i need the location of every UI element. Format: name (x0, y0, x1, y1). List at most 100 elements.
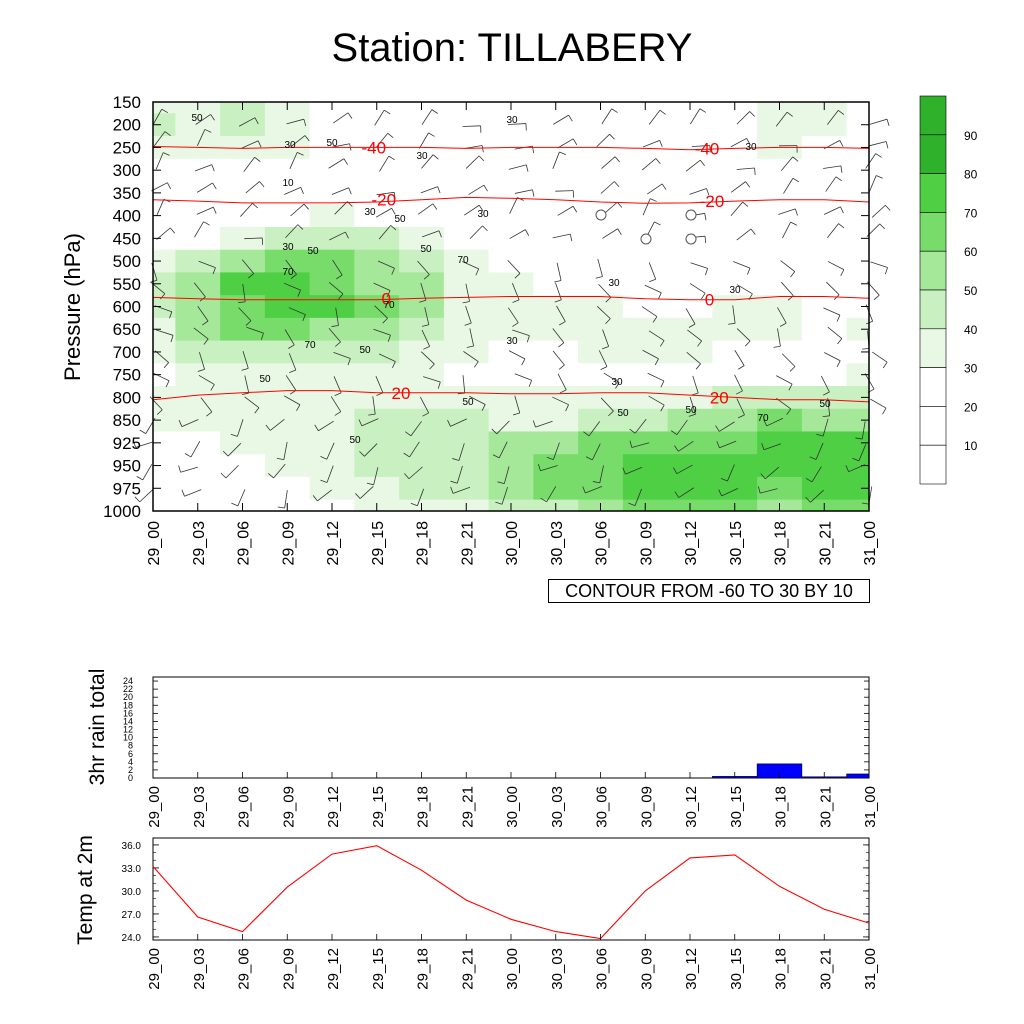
wind-barb (463, 351, 479, 362)
wind-barb (375, 207, 392, 218)
humidity-cell (533, 386, 579, 410)
humidity-cell (175, 158, 221, 183)
wind-barb (195, 114, 211, 125)
humidity-cell (667, 136, 713, 160)
wind-barb-flag (836, 314, 841, 322)
contour-number-label: 30 (284, 140, 296, 151)
time-tick-label: 30_06 (594, 948, 611, 990)
wind-barb-flag (572, 206, 578, 213)
temperature-contour-label: 0 (705, 291, 714, 310)
humidity-cell (757, 476, 803, 501)
pressure-tick-label: 925 (113, 434, 141, 453)
wind-barb-flag (403, 452, 410, 458)
humidity-cell (578, 249, 624, 274)
wind-barb (736, 167, 755, 170)
wind-barb (180, 466, 198, 473)
wind-barb (374, 109, 385, 126)
wind-barb (556, 305, 566, 322)
wind-barb-flag (601, 346, 609, 350)
humidity-cell (264, 408, 311, 433)
rain-tick-label: 16 (123, 708, 133, 718)
humidity-cell (309, 113, 355, 137)
wind-barb (194, 221, 204, 238)
wind-barb (827, 261, 845, 270)
temperature-contour-label: 0 (382, 289, 391, 308)
humidity-cell (533, 408, 579, 433)
pressure-tick-label: 1000 (103, 502, 141, 521)
wind-barb (780, 156, 794, 171)
wind-barb (419, 396, 430, 414)
humidity-cell (443, 340, 490, 364)
wind-barb-flag (688, 413, 696, 417)
humidity-cell (443, 204, 490, 228)
wind-barb (244, 237, 263, 240)
contour-info-label: CONTOUR FROM -60 TO 30 BY 10 (548, 579, 870, 603)
wind-barb (417, 203, 434, 215)
wind-barb-flag (873, 294, 880, 301)
wind-barb-flag (805, 477, 813, 483)
humidity-cell (309, 476, 355, 501)
humidity-cell (757, 226, 803, 251)
pressure-tick-label: 700 (113, 343, 141, 362)
wind-barb (647, 183, 663, 195)
wind-barb (284, 329, 295, 346)
humidity-cell (309, 317, 355, 342)
wind-barb (827, 397, 831, 416)
pressure-tick-label: 150 (113, 93, 141, 112)
humidity-cell (309, 204, 355, 228)
wind-barb-flag (203, 338, 209, 345)
wind-barb (332, 259, 343, 276)
wind-barb (318, 420, 334, 432)
wind-barb (508, 164, 527, 170)
wind-barb (184, 489, 202, 497)
wind-barb (194, 164, 212, 172)
humidity-cell (264, 249, 311, 274)
wind-barb-flag (210, 384, 215, 391)
wind-barb-flag (334, 411, 341, 416)
wind-barb (458, 443, 465, 461)
humidity-cell (757, 204, 803, 228)
humidity-cell (488, 408, 534, 433)
wind-barb (823, 307, 841, 316)
wind-barb-flag (673, 467, 678, 474)
time-tick-label: 30_21 (817, 786, 834, 828)
humidity-cell (801, 476, 848, 501)
wind-barb-flag (481, 145, 484, 153)
contour-number-label: 30 (416, 151, 428, 162)
wind-barb-flag (792, 156, 799, 162)
humidity-cell (712, 295, 758, 319)
wind-barb-flag (211, 164, 215, 172)
temp-axis-label: Temp at 2m (74, 835, 97, 945)
humidity-cell (757, 363, 803, 387)
wind-barb-flag (885, 141, 889, 149)
humidity-cell (757, 317, 803, 342)
wind-barb-flag (388, 155, 395, 161)
humidity-cell (488, 204, 534, 228)
time-tick-label: 31_00 (862, 521, 879, 566)
wind-barb-flag (163, 362, 169, 369)
wind-barb-flag (565, 404, 569, 412)
wind-barb-flag (790, 271, 796, 278)
wind-barb (198, 260, 216, 268)
contour-number-label: 30 (364, 207, 376, 218)
wind-barb-flag (746, 138, 751, 145)
humidity-cell (153, 408, 176, 433)
time-tick-label: 29_00 (146, 521, 163, 566)
humidity-cell (354, 408, 400, 433)
humidity-cell (175, 386, 221, 410)
humidity-field (153, 102, 870, 512)
wind-barb-flag (788, 383, 793, 391)
humidity-cell (712, 363, 758, 387)
wind-barb (196, 206, 214, 215)
time-tick-label: 29_18 (415, 786, 432, 828)
humidity-cell (443, 181, 490, 205)
wind-barb-flag (260, 332, 264, 340)
humidity-cell (622, 454, 669, 478)
wind-barb (869, 118, 888, 125)
wind-barb-flag (312, 495, 318, 502)
wind-barb (736, 328, 751, 342)
rain-tick-label: 8 (128, 741, 133, 751)
wind-barb (283, 441, 288, 460)
humidity-cell (578, 454, 624, 478)
wind-barb-flag (383, 109, 391, 115)
